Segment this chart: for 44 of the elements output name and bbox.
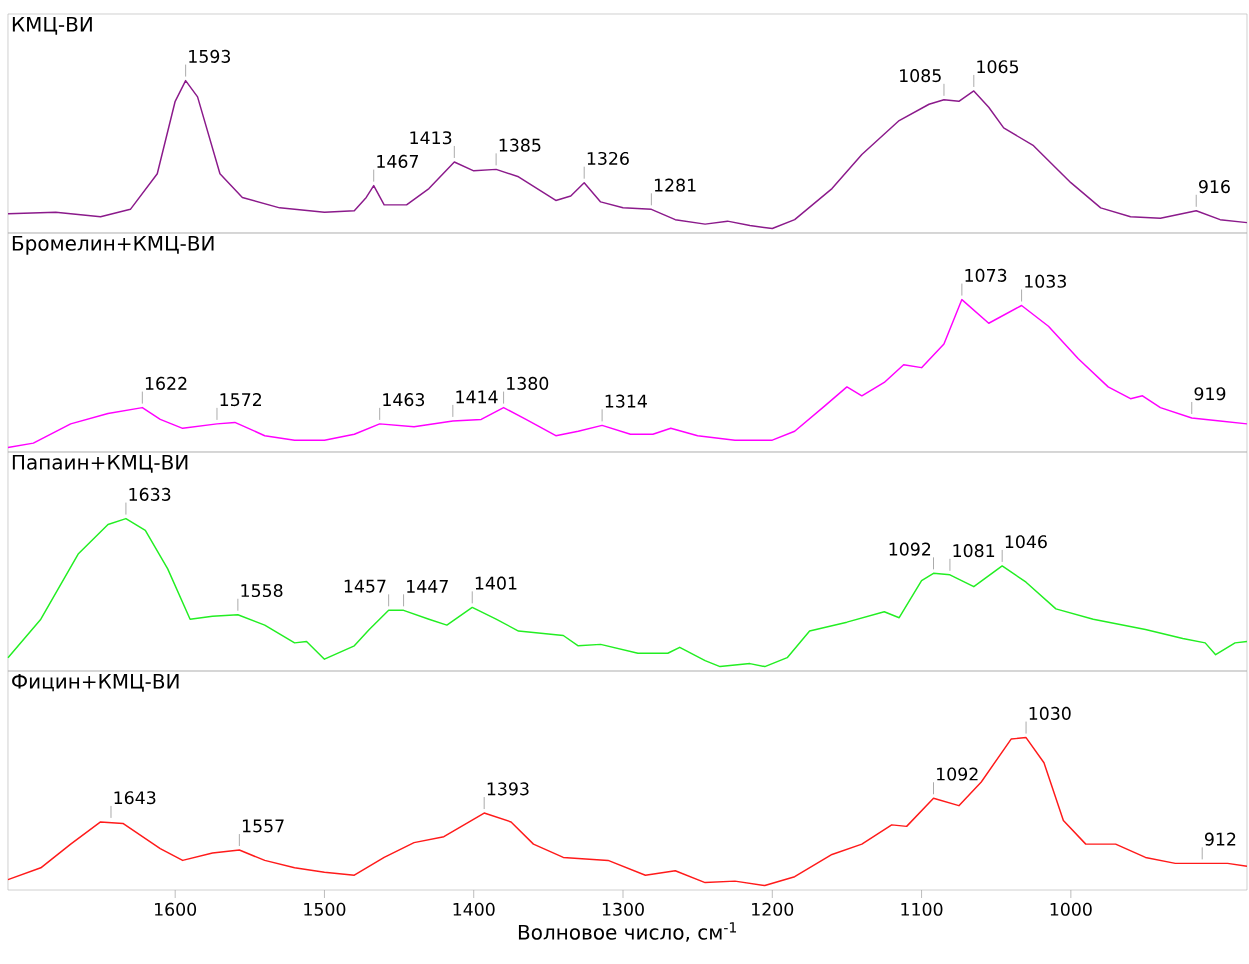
x-tick-label: 1400 — [453, 902, 495, 916]
annotation: 1558 — [241, 583, 283, 598]
annotation: 1633 — [129, 487, 171, 501]
annotation: 1380 — [507, 376, 549, 390]
x-axis-title: Волновое число, см$^{-1}$ — [518, 922, 737, 942]
annotation: 1326 — [587, 151, 629, 166]
annotation: 916 — [1198, 180, 1230, 194]
annotation: 1385 — [499, 138, 541, 152]
annotation: 912 — [1204, 832, 1236, 846]
annotation: 1401 — [475, 576, 517, 590]
annotation: 1557 — [242, 819, 284, 833]
annotation: 1081 — [953, 544, 995, 558]
x-tick-label: 1200 — [752, 902, 794, 916]
annotation: 1030 — [1029, 706, 1071, 720]
x-tick-label: 1500 — [304, 902, 346, 916]
annotation: 1467 — [377, 154, 419, 168]
annotation: 1046 — [1005, 535, 1047, 549]
chart-title: Фицин+КМЦ-ВИ — [12, 673, 179, 692]
annotation: 1073 — [965, 268, 1007, 282]
x-tick-label: 1300 — [602, 902, 644, 916]
annotation: 1593 — [189, 49, 230, 63]
annotation: 1092 — [889, 542, 931, 556]
chart-title: Папаин+КМЦ-ВИ — [12, 454, 188, 473]
annotation: 1447 — [407, 580, 448, 593]
chart-title: Бромелин+КМЦ-ВИ — [12, 235, 214, 255]
annotation: 1414 — [456, 390, 498, 404]
chart-title: КМЦ-ВИ — [12, 16, 92, 35]
annotation: 1065 — [977, 60, 1019, 74]
annotation: 1413 — [410, 131, 452, 145]
annotation: 1622 — [145, 376, 187, 390]
annotation: 1314 — [605, 394, 647, 408]
annotation: 919 — [1194, 387, 1226, 401]
x-tick-label: 1100 — [901, 902, 943, 916]
annotation: 1281 — [654, 178, 696, 192]
annotation: 1033 — [1025, 274, 1066, 288]
annotation: 1463 — [383, 393, 425, 407]
x-tick-label: 1600 — [155, 902, 197, 916]
annotation: 1572 — [220, 393, 261, 407]
annotation: 1092 — [937, 767, 978, 781]
annotation: 1393 — [487, 782, 529, 796]
annotation: 1643 — [114, 791, 156, 805]
x-tick-label: 1000 — [1050, 902, 1092, 916]
annotation: 1457 — [344, 579, 386, 593]
annotation: 1085 — [900, 69, 941, 83]
